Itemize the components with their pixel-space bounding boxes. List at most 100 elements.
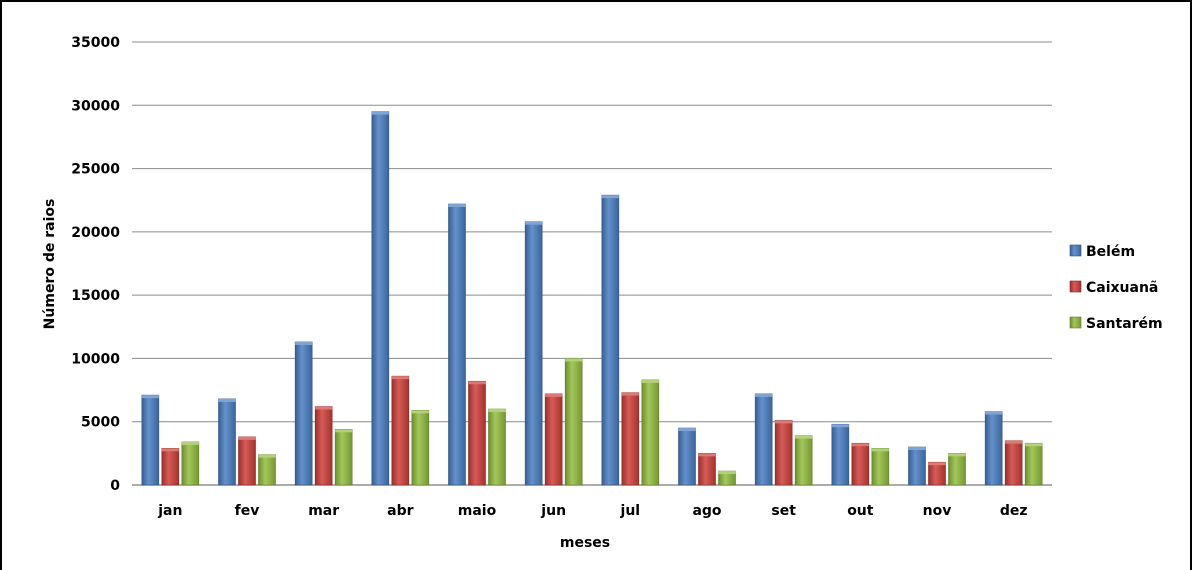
y-tick-label: 35000: [71, 35, 120, 51]
bar-caixuanã-maio: [468, 380, 486, 486]
legend-label: Santarém: [1086, 316, 1163, 332]
bar-cap: [928, 462, 946, 466]
x-tick-label: jul: [620, 503, 641, 519]
x-tick-label: abr: [387, 503, 413, 519]
bar-cap: [295, 341, 313, 345]
bar-belém-jan: [141, 394, 160, 486]
y-axis-title: Número de raios: [42, 199, 58, 330]
bar-santarém-mar: [334, 429, 353, 486]
bar-santarém-out: [871, 447, 890, 486]
bar-caixuanã-jan: [161, 447, 180, 486]
y-tick-label: 30000: [71, 98, 120, 114]
legend-label: Belém: [1086, 244, 1135, 260]
bar-cap: [238, 436, 256, 440]
legend-label: Caixuanã: [1086, 280, 1158, 296]
bar-cap: [371, 111, 389, 115]
bar-belém-ago: [678, 427, 696, 486]
x-tick-label: jun: [540, 503, 566, 519]
bar-cap: [218, 398, 236, 402]
x-tick-label: mar: [308, 503, 339, 519]
bar-cap: [525, 221, 543, 225]
bar-santarém-dez: [1024, 442, 1043, 486]
x-tick-label: maio: [458, 503, 497, 519]
bar-cap: [795, 435, 813, 439]
bar-cap: [621, 392, 639, 396]
bar-belém-abr: [371, 111, 390, 486]
bar-cap: [565, 358, 583, 362]
bar-cap: [1025, 443, 1043, 447]
bar-santarém-jun: [564, 358, 583, 486]
legend-swatch: [1069, 280, 1082, 293]
x-axis-ticks: jan fev mar abr maio jun jul ago set out nov dez: [157, 503, 1027, 519]
bar-cap: [161, 448, 179, 452]
bar-belém-jun: [524, 221, 543, 486]
bar-cap: [871, 448, 889, 452]
bar-cap: [755, 393, 773, 397]
bar-belém-dez: [984, 411, 1003, 486]
bar-cap: [851, 443, 869, 447]
y-tick-label: 0: [110, 478, 120, 494]
bar-cap: [545, 393, 563, 397]
bar-cap: [641, 379, 659, 383]
y-tick-label: 5000: [81, 415, 120, 431]
bar-santarém-jul: [641, 379, 660, 486]
bar-caixuanã-ago: [698, 453, 716, 486]
legend-swatch: [1069, 316, 1082, 329]
bar-caixuanã-fev: [238, 436, 256, 486]
bar-cap: [141, 395, 159, 399]
bar-cap: [948, 453, 966, 457]
bar-cap: [775, 420, 793, 424]
bar-belém-jul: [601, 194, 620, 486]
bar-cap: [411, 410, 429, 414]
bar-cap: [1005, 440, 1023, 444]
bar-cap: [315, 406, 333, 410]
y-tick-label: 20000: [71, 225, 120, 241]
x-tick-label: nov: [923, 503, 952, 519]
bar-caixuanã-nov: [928, 461, 946, 486]
y-axis-ticks: 0 5000 10000 15000 20000 25000 30000 35000: [71, 35, 120, 494]
x-tick-label: set: [771, 503, 796, 519]
x-tick-label: jan: [157, 503, 182, 519]
bar-cap: [181, 441, 199, 445]
bar-belém-set: [754, 393, 773, 486]
bar-cap: [335, 429, 353, 433]
y-tick-label: 15000: [71, 288, 120, 304]
bar-santarém-abr: [411, 410, 430, 486]
bar-cap: [831, 424, 849, 428]
x-tick-label: ago: [692, 503, 721, 519]
bar-caixuanã-dez: [1004, 440, 1023, 486]
bar-santarém-fev: [258, 454, 276, 486]
y-tick-label: 25000: [71, 162, 120, 178]
bar-cap: [718, 471, 736, 475]
x-axis-title: meses: [560, 535, 610, 551]
bar-cap: [448, 204, 466, 208]
bar-santarém-nov: [948, 453, 966, 486]
bar-caixuanã-abr: [391, 375, 410, 486]
bar-caixuanã-out: [851, 442, 870, 486]
bar-cap: [908, 447, 926, 451]
bar-cap: [391, 376, 409, 380]
bar-santarém-maio: [488, 408, 506, 486]
bar-santarém-jan: [181, 441, 200, 486]
bar-belém-mar: [294, 341, 313, 486]
bars: [141, 111, 1043, 486]
bar-belém-maio: [448, 203, 466, 486]
bar-cap: [698, 453, 716, 457]
bar-cap: [601, 195, 619, 199]
bar-cap: [985, 411, 1003, 415]
x-tick-label: out: [847, 503, 874, 519]
bar-cap: [468, 381, 486, 385]
bar-belém-out: [831, 423, 850, 486]
y-tick-label: 10000: [71, 351, 120, 367]
bar-belém-fev: [218, 398, 236, 486]
bar-cap: [258, 454, 276, 458]
legend-swatch: [1069, 244, 1082, 257]
bar-santarém-set: [794, 435, 813, 486]
bar-caixuanã-mar: [314, 406, 333, 486]
bar-caixuanã-jul: [621, 392, 640, 486]
x-tick-label: fev: [235, 503, 260, 519]
bar-caixuanã-set: [774, 420, 793, 486]
x-tick-label: dez: [1000, 503, 1028, 519]
